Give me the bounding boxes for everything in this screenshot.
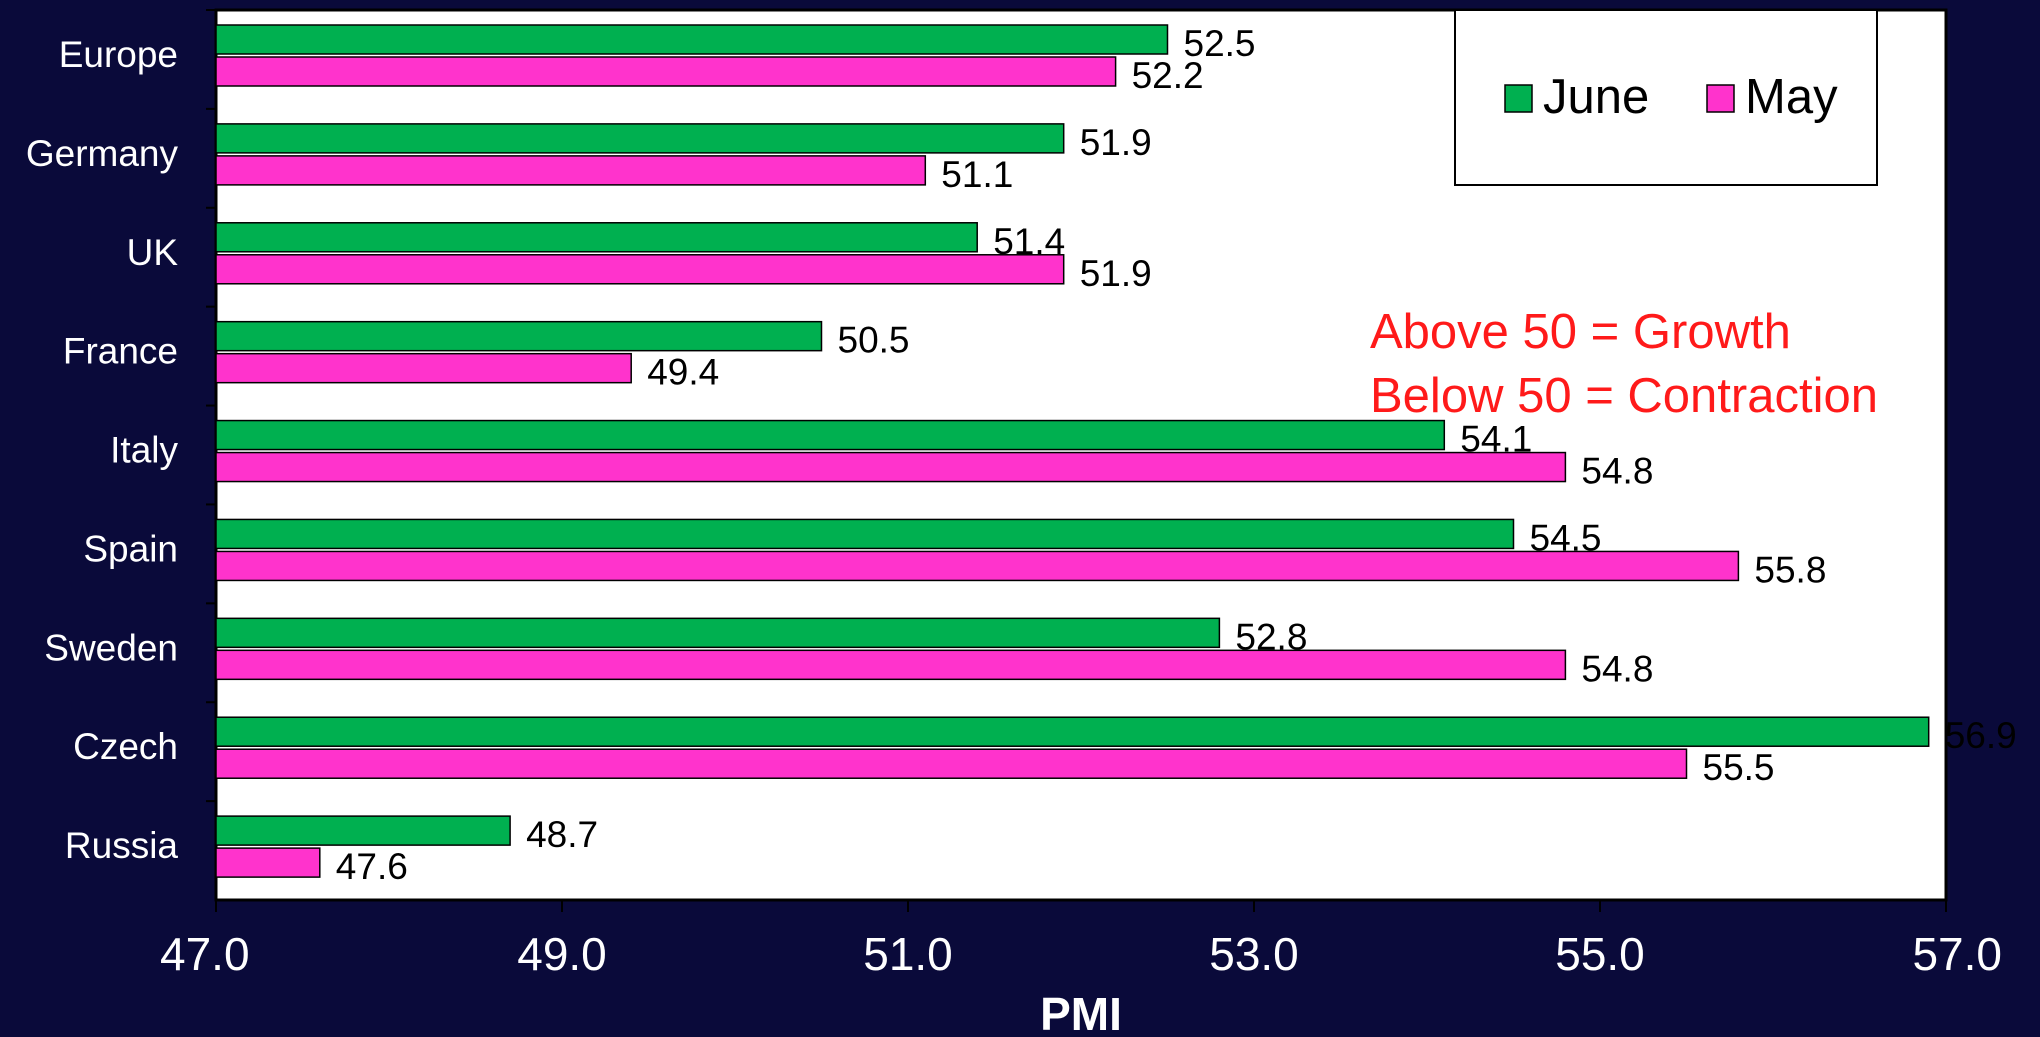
x-tick-label: 53.0 <box>1209 928 1299 980</box>
bars-layer <box>215 24 1930 878</box>
bar-june-europe <box>215 24 1169 55</box>
legend-swatch-june <box>1504 84 1533 113</box>
bar-may-czech <box>215 748 1688 779</box>
data-label-may-italy: 54.8 <box>1581 451 1653 492</box>
legend: June May <box>1454 9 1878 186</box>
bar-may-russia <box>215 847 321 878</box>
bar-june-sweden <box>215 617 1221 649</box>
category-label-france: France <box>63 331 178 372</box>
bar-may-germany <box>215 155 927 186</box>
data-label-june-germany: 51.9 <box>1080 122 1152 163</box>
category-label-russia: Russia <box>65 825 179 866</box>
bar-may-europe <box>215 56 1117 87</box>
x-tick-label: 47.0 <box>160 928 250 980</box>
data-label-may-germany: 51.1 <box>941 154 1013 195</box>
data-label-may-uk: 51.9 <box>1080 253 1152 294</box>
data-label-may-europe: 52.2 <box>1132 55 1204 96</box>
category-label-uk: UK <box>127 232 179 273</box>
data-label-june-spain: 54.5 <box>1530 517 1602 558</box>
x-axis-ticks: 47.0 49.0 51.0 53.0 55.0 57.0 <box>160 9 2002 980</box>
bar-may-sweden <box>215 649 1567 681</box>
legend-swatch-may <box>1706 84 1735 113</box>
data-label-june-europe: 52.5 <box>1184 23 1256 64</box>
x-axis-title: PMI <box>1040 988 1122 1037</box>
data-label-june-russia: 48.7 <box>526 814 598 855</box>
bar-june-czech <box>215 716 1930 747</box>
bar-may-uk <box>215 254 1065 285</box>
bar-june-spain <box>215 518 1515 550</box>
bar-june-italy <box>215 419 1446 451</box>
x-tick-label: 51.0 <box>863 928 953 980</box>
category-label-europe: Europe <box>59 34 178 75</box>
bar-june-uk <box>215 222 978 253</box>
annotation-growth: Above 50 = Growth <box>1370 305 1791 359</box>
bar-may-italy <box>215 451 1567 483</box>
bar-may-spain <box>215 550 1740 582</box>
category-label-czech: Czech <box>73 726 178 767</box>
data-labels-layer: 52.552.2 51.9 51.1 51.4 51.9 50.5 49.4 54.1 54.8… <box>336 23 2017 887</box>
x-tick-label: 49.0 <box>517 928 607 980</box>
bar-may-france <box>215 352 632 384</box>
annotation-contraction: Below 50 = Contraction <box>1370 369 1878 423</box>
data-label-may-czech: 55.5 <box>1703 747 1775 788</box>
legend-label-june: June <box>1543 70 1649 124</box>
category-label-sweden: Sweden <box>44 627 178 668</box>
data-label-may-france: 49.4 <box>647 352 719 393</box>
data-label-june-italy: 54.1 <box>1460 419 1532 460</box>
bar-june-russia <box>215 815 511 846</box>
data-label-may-spain: 55.8 <box>1754 549 1826 590</box>
category-label-spain: Spain <box>83 528 178 569</box>
data-label-may-russia: 47.6 <box>336 846 408 887</box>
category-labels: Europe Germany UK France Italy Spain Sweden Cze… <box>26 34 179 866</box>
category-label-italy: Italy <box>110 430 178 471</box>
category-label-germany: Germany <box>26 133 179 174</box>
bar-june-germany <box>215 123 1065 154</box>
legend-label-may: May <box>1745 70 1838 124</box>
data-label-may-sweden: 54.8 <box>1581 648 1653 689</box>
data-label-june-sweden: 52.8 <box>1235 616 1307 657</box>
x-tick-label: 55.0 <box>1555 928 1645 980</box>
x-tick-label: 57.0 <box>1912 928 2002 980</box>
data-label-june-france: 50.5 <box>838 320 910 361</box>
data-label-june-uk: 51.4 <box>993 221 1065 262</box>
data-label-june-czech: 56.9 <box>1945 715 2017 756</box>
annotation: Above 50 = Growth Below 50 = Contraction <box>1370 305 1878 423</box>
bar-june-france <box>215 320 823 352</box>
